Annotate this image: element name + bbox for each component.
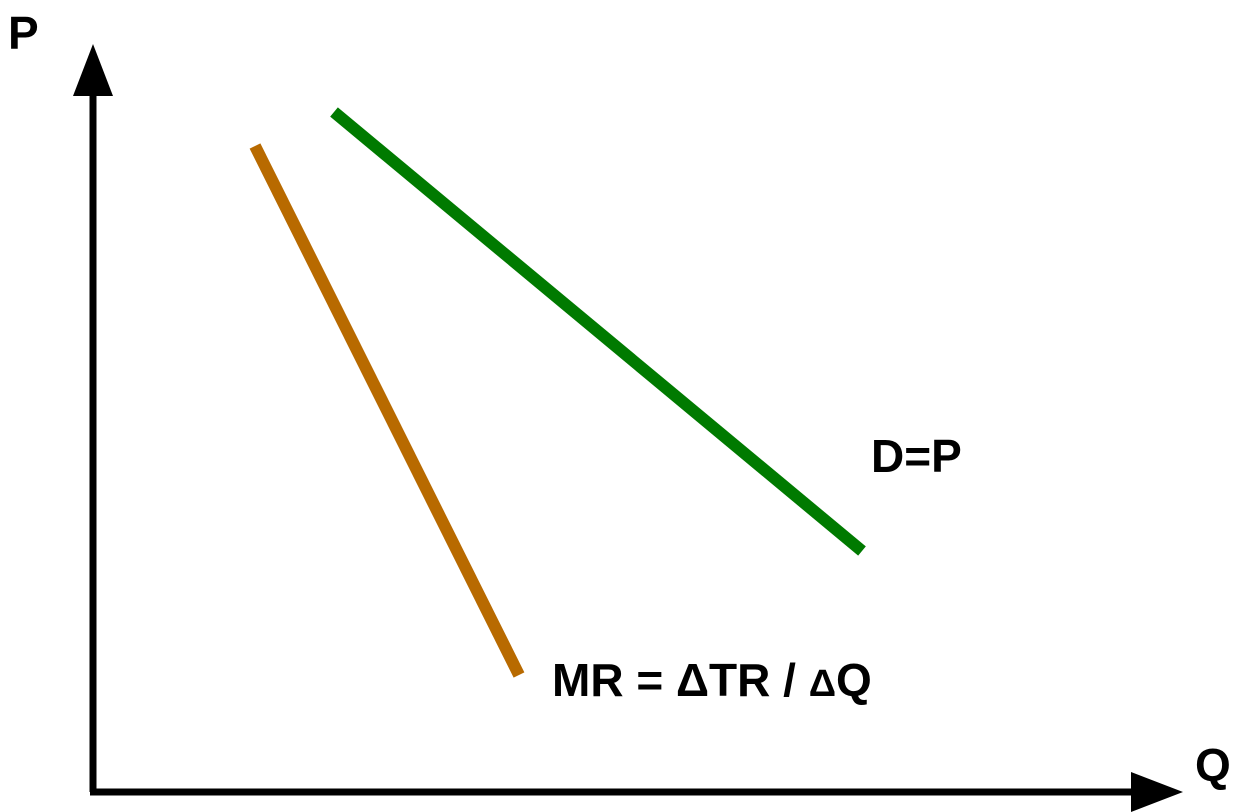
mr-label-suffix: Q xyxy=(836,654,872,706)
demand-curve xyxy=(330,107,866,556)
marginal-revenue-label: MR = ΔTR / ΔQ xyxy=(552,654,872,706)
x-axis-label: Q xyxy=(1195,739,1231,791)
demand-curve-label: D=P xyxy=(871,430,962,482)
marginal-revenue-curve xyxy=(249,143,525,678)
y-axis-label: P xyxy=(8,7,39,59)
mr-label-delta: Δ xyxy=(809,663,836,705)
y-axis-arrowhead xyxy=(73,44,113,96)
mr-label-prefix: MR = ΔTR / xyxy=(552,654,809,706)
x-axis-arrowhead xyxy=(1131,772,1183,812)
